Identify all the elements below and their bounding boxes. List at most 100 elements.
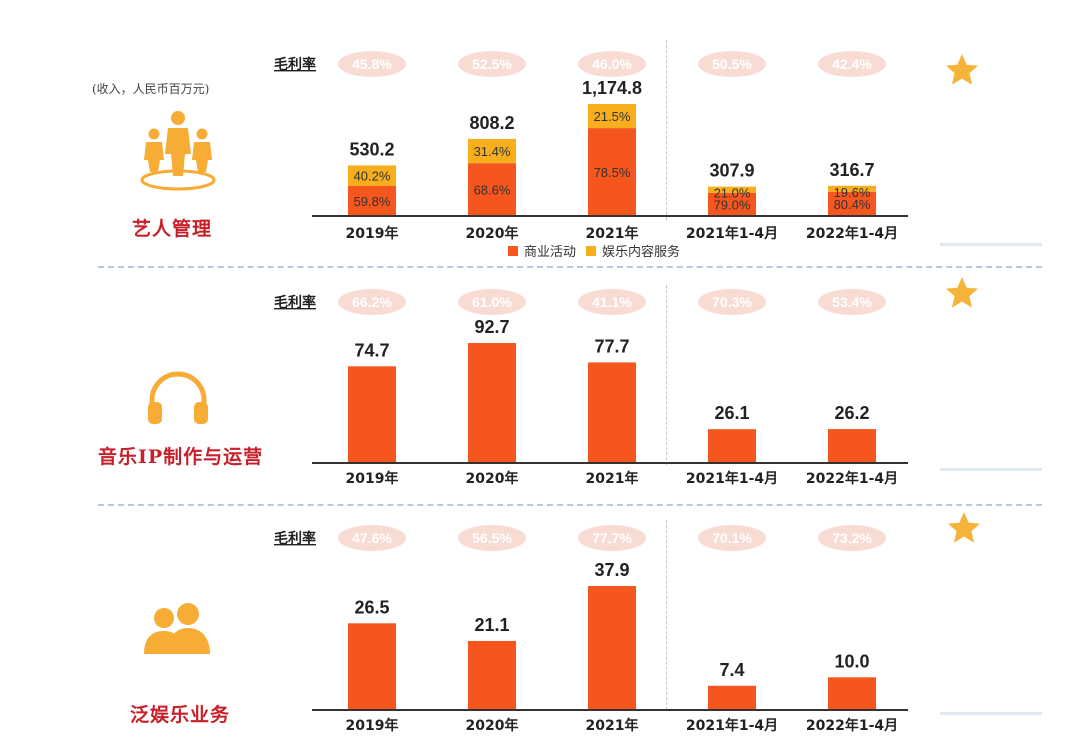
segment-label-commercial: 78.5% [594,165,631,180]
segment-label-commercial: 59.8% [354,194,391,209]
bar-value-label: 37.9 [594,560,629,580]
bar-total-label: 316.7 [829,160,874,180]
bar-total-label: 1,174.8 [582,78,642,98]
unit-note: (收入，人民币百万元) [92,82,210,96]
section-divider [98,266,1042,268]
legend: 商业活动 娱乐内容服务 [508,241,680,260]
gross-margin-pill [578,289,646,315]
gross-margin-pill [338,51,406,77]
category-label: 2021年 [586,225,639,242]
category-label: 2021年 [586,470,639,487]
gross-margin-pill [698,289,766,315]
category-label: 2019年 [346,225,399,242]
gross-margin-value: 77.7% [592,530,632,546]
gross-margin-label: 毛利率 [274,56,316,73]
gross-margin-pill [338,289,406,315]
star-icon [946,54,978,85]
bar-value-label: 92.7 [474,317,509,337]
period-divider [666,520,667,710]
bar [468,640,516,710]
bar [588,362,636,463]
bar-value-label: 26.2 [834,403,869,423]
bar-value-label: 74.7 [354,340,389,360]
gross-margin-pill [338,525,406,551]
bar-value-label: 26.1 [714,403,749,423]
bar-total-label: 530.2 [349,139,394,159]
segment-label-commercial: 79.0% [714,197,751,212]
gross-margin-value: 46.0% [592,56,632,72]
gross-margin-label: 毛利率 [274,530,316,547]
segment-label-content: 21.0% [714,186,751,201]
headphones-icon [148,371,208,424]
section-divider [98,504,1042,506]
section-title-music-ip: 音乐IP制作与运营 [98,446,264,468]
category-label: 2021年 [586,717,639,734]
gross-margin-value: 70.1% [712,530,752,546]
music-ip-chart: 毛利率 66.2% 61.0% 41.1% 70.3% 53.4% 74.7 92.7 77.7… [274,289,908,487]
bar [708,429,756,463]
gross-margin-value: 50.5% [712,56,752,72]
bar [828,677,876,710]
bar [468,343,516,463]
legend-swatch-commercial [508,245,518,256]
star-icon [948,512,980,543]
star-icon [946,277,978,308]
divider-line [940,468,1042,471]
bar [828,429,876,463]
gross-margin-pill [458,289,526,315]
gross-margin-value: 41.1% [592,294,632,310]
category-label: 2019年 [346,717,399,734]
bar [708,685,756,710]
category-label: 2022年1-4月 [806,717,898,734]
category-label: 2021年1-4月 [686,717,778,734]
period-divider [666,285,667,465]
gross-margin-pill [578,525,646,551]
bar [588,586,636,710]
two-people-icon [144,603,210,654]
gross-margin-pill [458,51,526,77]
legend-label-content: 娱乐内容服务 [602,245,681,260]
divider-line [940,243,1042,246]
bar-segment-commercial [708,192,756,216]
category-label: 2020年 [466,470,519,487]
bar-value-label: 21.1 [474,615,509,635]
bar-total-label: 808.2 [469,113,514,133]
category-label: 2019年 [346,470,399,487]
segment-label-content: 21.5% [594,109,631,124]
bar-value-label: 26.5 [354,597,389,617]
legend-swatch-content [586,245,597,256]
bar-segment-commercial [468,163,516,216]
category-label: 2020年 [466,717,519,734]
bar-segment-content [708,186,756,193]
gross-margin-label: 毛利率 [274,294,316,311]
segment-label-content: 31.4% [474,144,511,159]
people-group-icon [140,111,216,191]
section-title-pan-entertainment: 泛娱乐业务 [130,704,231,726]
segment-label-content: 19.6% [834,185,871,200]
gross-margin-pill [818,51,886,77]
bar-segment-commercial [828,191,876,216]
category-label: 2022年1-4月 [806,470,898,487]
pan-entertainment-chart: 毛利率 47.6% 56.5% 77.7% 70.1% 73.2% 26.5 21.1 37.9… [274,525,908,734]
gross-margin-pill [698,51,766,77]
gross-margin-pill [818,525,886,551]
legend-label-commercial: 商业活动 [524,245,577,260]
segment-label-commercial: 80.4% [834,197,871,212]
gross-margin-value: 42.4% [832,56,872,72]
bar-value-label: 7.4 [719,660,744,680]
category-label: 2020年 [466,225,519,242]
bar-total-label: 307.9 [709,161,754,181]
gross-margin-pill [698,525,766,551]
section-title-artist-management: 艺人管理 [132,218,213,240]
bar-segment-commercial [348,185,396,216]
bar-segment-commercial [588,128,636,216]
category-label: 2022年1-4月 [806,225,898,242]
bar-segment-content [588,104,636,129]
gross-margin-value: 45.8% [352,56,392,72]
gross-margin-pill [458,525,526,551]
gross-margin-value: 53.4% [832,294,872,310]
segment-label-commercial: 68.6% [474,183,511,198]
bar-segment-content [468,138,516,164]
gross-margin-value: 73.2% [832,530,872,546]
